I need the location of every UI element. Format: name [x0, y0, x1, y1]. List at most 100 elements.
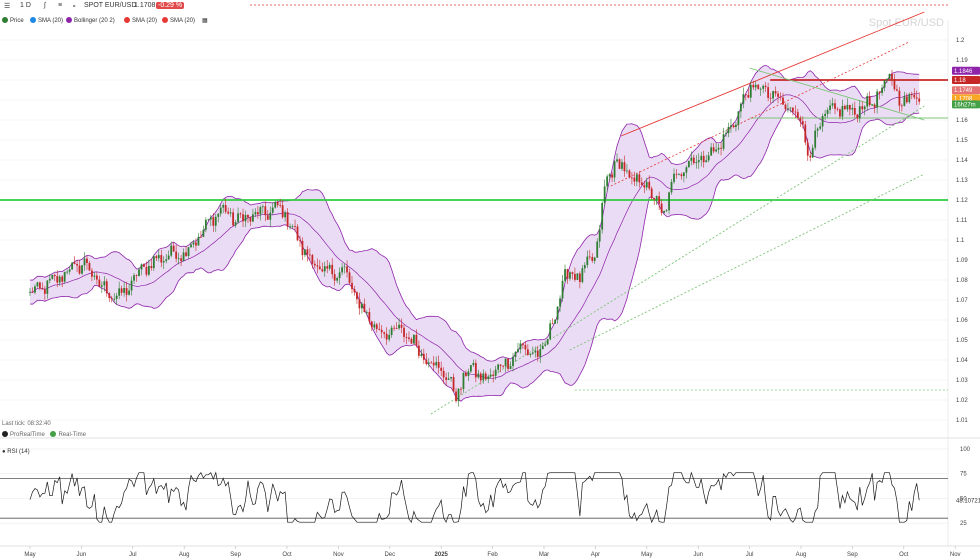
sma-20-line — [29, 93, 920, 379]
candle-body — [883, 80, 886, 88]
candle-body — [903, 96, 906, 106]
candle-body — [806, 142, 809, 156]
candle-body — [598, 229, 601, 242]
candle-body — [435, 361, 438, 366]
candle-body — [630, 177, 633, 179]
instrument-name[interactable]: SPOT EUR/USD — [84, 2, 137, 9]
candle-body — [613, 161, 616, 178]
candle-body — [749, 84, 752, 98]
candle-body — [41, 288, 44, 290]
last-tick-text: Last tick: 08:32:40 — [2, 421, 51, 427]
candle-body — [427, 362, 430, 364]
candle-body — [910, 94, 913, 96]
candle-body — [452, 376, 455, 392]
candle-body — [187, 247, 190, 256]
x-tick-label: Nov — [333, 552, 344, 558]
candle-body — [722, 134, 725, 149]
legend-dot-icon — [2, 17, 8, 23]
candle-body — [390, 327, 393, 336]
legend-item-sma-1[interactable]: SMA (20) — [30, 17, 63, 24]
candle-body — [326, 266, 329, 269]
candle-body — [143, 264, 145, 267]
candle-body — [239, 213, 242, 215]
candle-body — [31, 291, 34, 293]
candle-body — [918, 98, 921, 102]
candle-body — [551, 323, 554, 325]
candle-body — [576, 273, 579, 280]
candle-body — [304, 249, 306, 256]
x-tick-label: Nov — [950, 552, 961, 558]
candle-body — [710, 147, 713, 156]
candle-body — [514, 352, 517, 358]
candle-body — [219, 207, 222, 214]
candle-body — [494, 369, 497, 376]
candle-body — [301, 240, 304, 256]
candle-body — [254, 212, 257, 215]
candle-body — [804, 124, 807, 143]
candle-body — [861, 106, 864, 110]
candle-body — [834, 103, 836, 109]
candle-body — [400, 324, 403, 328]
candle-body — [626, 170, 628, 172]
legend-settings-icon[interactable]: ▦ — [202, 18, 208, 24]
candle-body — [457, 388, 460, 402]
candle-body — [712, 147, 715, 152]
candle-body — [492, 374, 495, 376]
legend-item-price[interactable]: Price — [2, 17, 24, 24]
candle-body — [170, 245, 173, 256]
change-badge: -0.29 % — [156, 2, 185, 9]
candle-body — [611, 174, 613, 178]
candle-body — [544, 344, 547, 346]
rsi-tick-label: 25 — [960, 521, 967, 527]
candle-body — [378, 328, 381, 330]
candle-body — [764, 85, 767, 88]
menu-icon[interactable]: ☰ — [4, 3, 11, 10]
timeframe-selector[interactable]: 1 D — [20, 2, 31, 9]
bollinger-lower-band — [29, 109, 920, 402]
candle-body — [356, 292, 358, 300]
legend-item-sma-3[interactable]: SMA (20) — [162, 17, 195, 24]
candle-body — [123, 288, 126, 293]
x-tick-label: May — [24, 552, 35, 558]
candle-body — [48, 278, 51, 281]
candle-body — [668, 192, 670, 211]
candle-body — [259, 207, 262, 215]
lower-trend-line — [569, 173, 925, 351]
candle-body — [536, 350, 539, 357]
candle-body — [782, 97, 784, 105]
candle-body — [200, 236, 202, 238]
candle-body — [900, 105, 903, 107]
chart-type-icon[interactable]: ∫ — [44, 2, 46, 9]
candle-body — [207, 219, 210, 221]
candle-body — [526, 349, 529, 355]
drawing-tools-icon[interactable]: ∘ — [72, 3, 77, 10]
legend-item-sma-2[interactable]: SMA (20) — [124, 17, 157, 24]
candle-body — [762, 85, 765, 89]
candle-body — [365, 312, 368, 313]
chart-toolbar: ☰ 1 D ∫ ≡ ∘ SPOT EUR/USD 1.1708 -0.29 % — [0, 0, 980, 14]
indicators-icon[interactable]: ≡ — [58, 2, 63, 9]
realtime-dot-icon — [50, 431, 57, 437]
candle-body — [878, 91, 881, 93]
candle-body — [769, 97, 772, 99]
candle-body — [628, 170, 631, 178]
channel-mid-line — [610, 41, 910, 187]
candle-body — [556, 306, 559, 320]
price-badge — [952, 66, 980, 75]
candle-body — [683, 172, 685, 177]
candle-body — [583, 265, 586, 269]
x-tick-label: Oct — [899, 552, 909, 558]
candle-body — [388, 335, 391, 340]
legend-item-bollinger[interactable]: Bollinger (20 2) — [66, 17, 115, 24]
candle-body — [759, 88, 762, 90]
candle-body — [373, 324, 376, 328]
candle-body — [271, 207, 274, 213]
candle-body — [368, 312, 371, 322]
candle-body — [821, 116, 824, 127]
candle-body — [891, 73, 893, 80]
candle-body — [83, 258, 86, 266]
candle-body — [675, 173, 678, 175]
candle-body — [437, 361, 440, 368]
candle-body — [787, 108, 789, 110]
